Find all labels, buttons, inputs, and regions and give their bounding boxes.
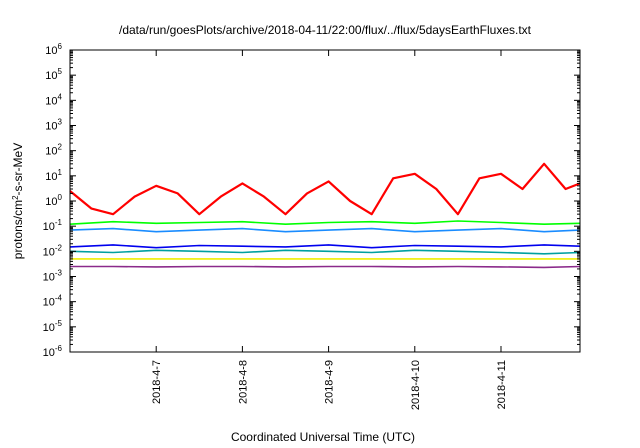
x-tick-label: 2018-4-9 [324,360,336,404]
chart-title: /data/run/goesPlots/archive/2018-04-11/2… [119,23,532,37]
y-tick-label-exp: -3 [55,269,63,278]
y-axis: 10-610-510-410-310-210-11001011021031041… [43,42,580,359]
y-tick-label-exp: -6 [55,344,63,353]
series-line [69,244,581,249]
y-tick-label-exp: 4 [58,92,63,101]
y-tick-label-base: 10 [45,70,57,82]
y-axis-label-rest: -s-sr-MeV [11,143,25,196]
x-axis-label: Coordinated Universal Time (UTC) [231,430,415,444]
y-tick-label-base: 10 [45,196,57,208]
y-tick-label-exp: -5 [55,319,63,328]
y-tick-label-base: 10 [43,272,55,284]
y-tick-label: 104 [45,92,62,107]
y-tick-label-exp: 1 [58,168,63,177]
y-axis-label: protons/cm2-s-sr-MeV [11,143,25,259]
y-axis-label-sup: 2 [11,195,20,200]
x-tick-label: 2018-4-8 [237,360,249,404]
y-tick-label: 10-2 [43,243,63,258]
y-tick-label-base: 10 [45,45,57,57]
y-tick-label: 10-1 [43,218,63,233]
y-tick-label-exp: 6 [58,42,63,51]
series-layer [69,162,581,269]
series-line [69,220,581,225]
series-line [69,249,581,255]
y-tick-label: 102 [45,143,62,158]
y-tick-label-exp: -1 [55,218,63,227]
x-axis: 2018-4-7 2018-4-8 2018-4-9 2018-4-10 2018-4-… [151,50,508,410]
y-tick-label-base: 10 [43,221,55,233]
y-tick-label-base: 10 [43,246,55,258]
y-tick-label-exp: -2 [55,243,63,252]
y-tick-label: 103 [45,118,62,133]
y-tick-label: 105 [45,67,62,82]
y-tick-label-exp: 3 [58,118,63,127]
y-tick-label: 106 [45,42,62,57]
y-tick-label-base: 10 [45,95,57,107]
y-tick-label-base: 10 [45,146,57,158]
x-tick-label: 2018-4-7 [151,360,163,404]
y-tick-label: 100 [45,193,62,208]
plot-frame [69,49,581,353]
x-tick-label: 2018-4-11 [496,360,508,409]
y-tick-label: 10-6 [43,344,63,359]
y-tick-label-base: 10 [43,347,55,359]
y-tick-label: 10-5 [43,319,63,334]
y-tick-label-exp: 0 [58,193,63,202]
series-line [70,265,581,269]
y-tick-label-base: 10 [43,297,55,309]
y-tick-label-exp: -4 [55,294,63,303]
y-tick-label-exp: 5 [58,67,63,76]
y-tick-label-base: 10 [43,322,55,334]
y-tick-label-base: 10 [45,121,57,133]
y-tick-label-base: 10 [45,171,57,183]
series-line [69,227,581,233]
y-tick-label: 101 [45,168,62,183]
y-axis-label-base: protons/cm [11,200,25,259]
y-tick-label: 10-4 [43,294,63,309]
series-line [69,162,581,216]
y-tick-label-exp: 2 [58,143,63,152]
y-tick-label: 10-3 [43,269,63,284]
x-tick-label: 2018-4-10 [410,360,422,410]
